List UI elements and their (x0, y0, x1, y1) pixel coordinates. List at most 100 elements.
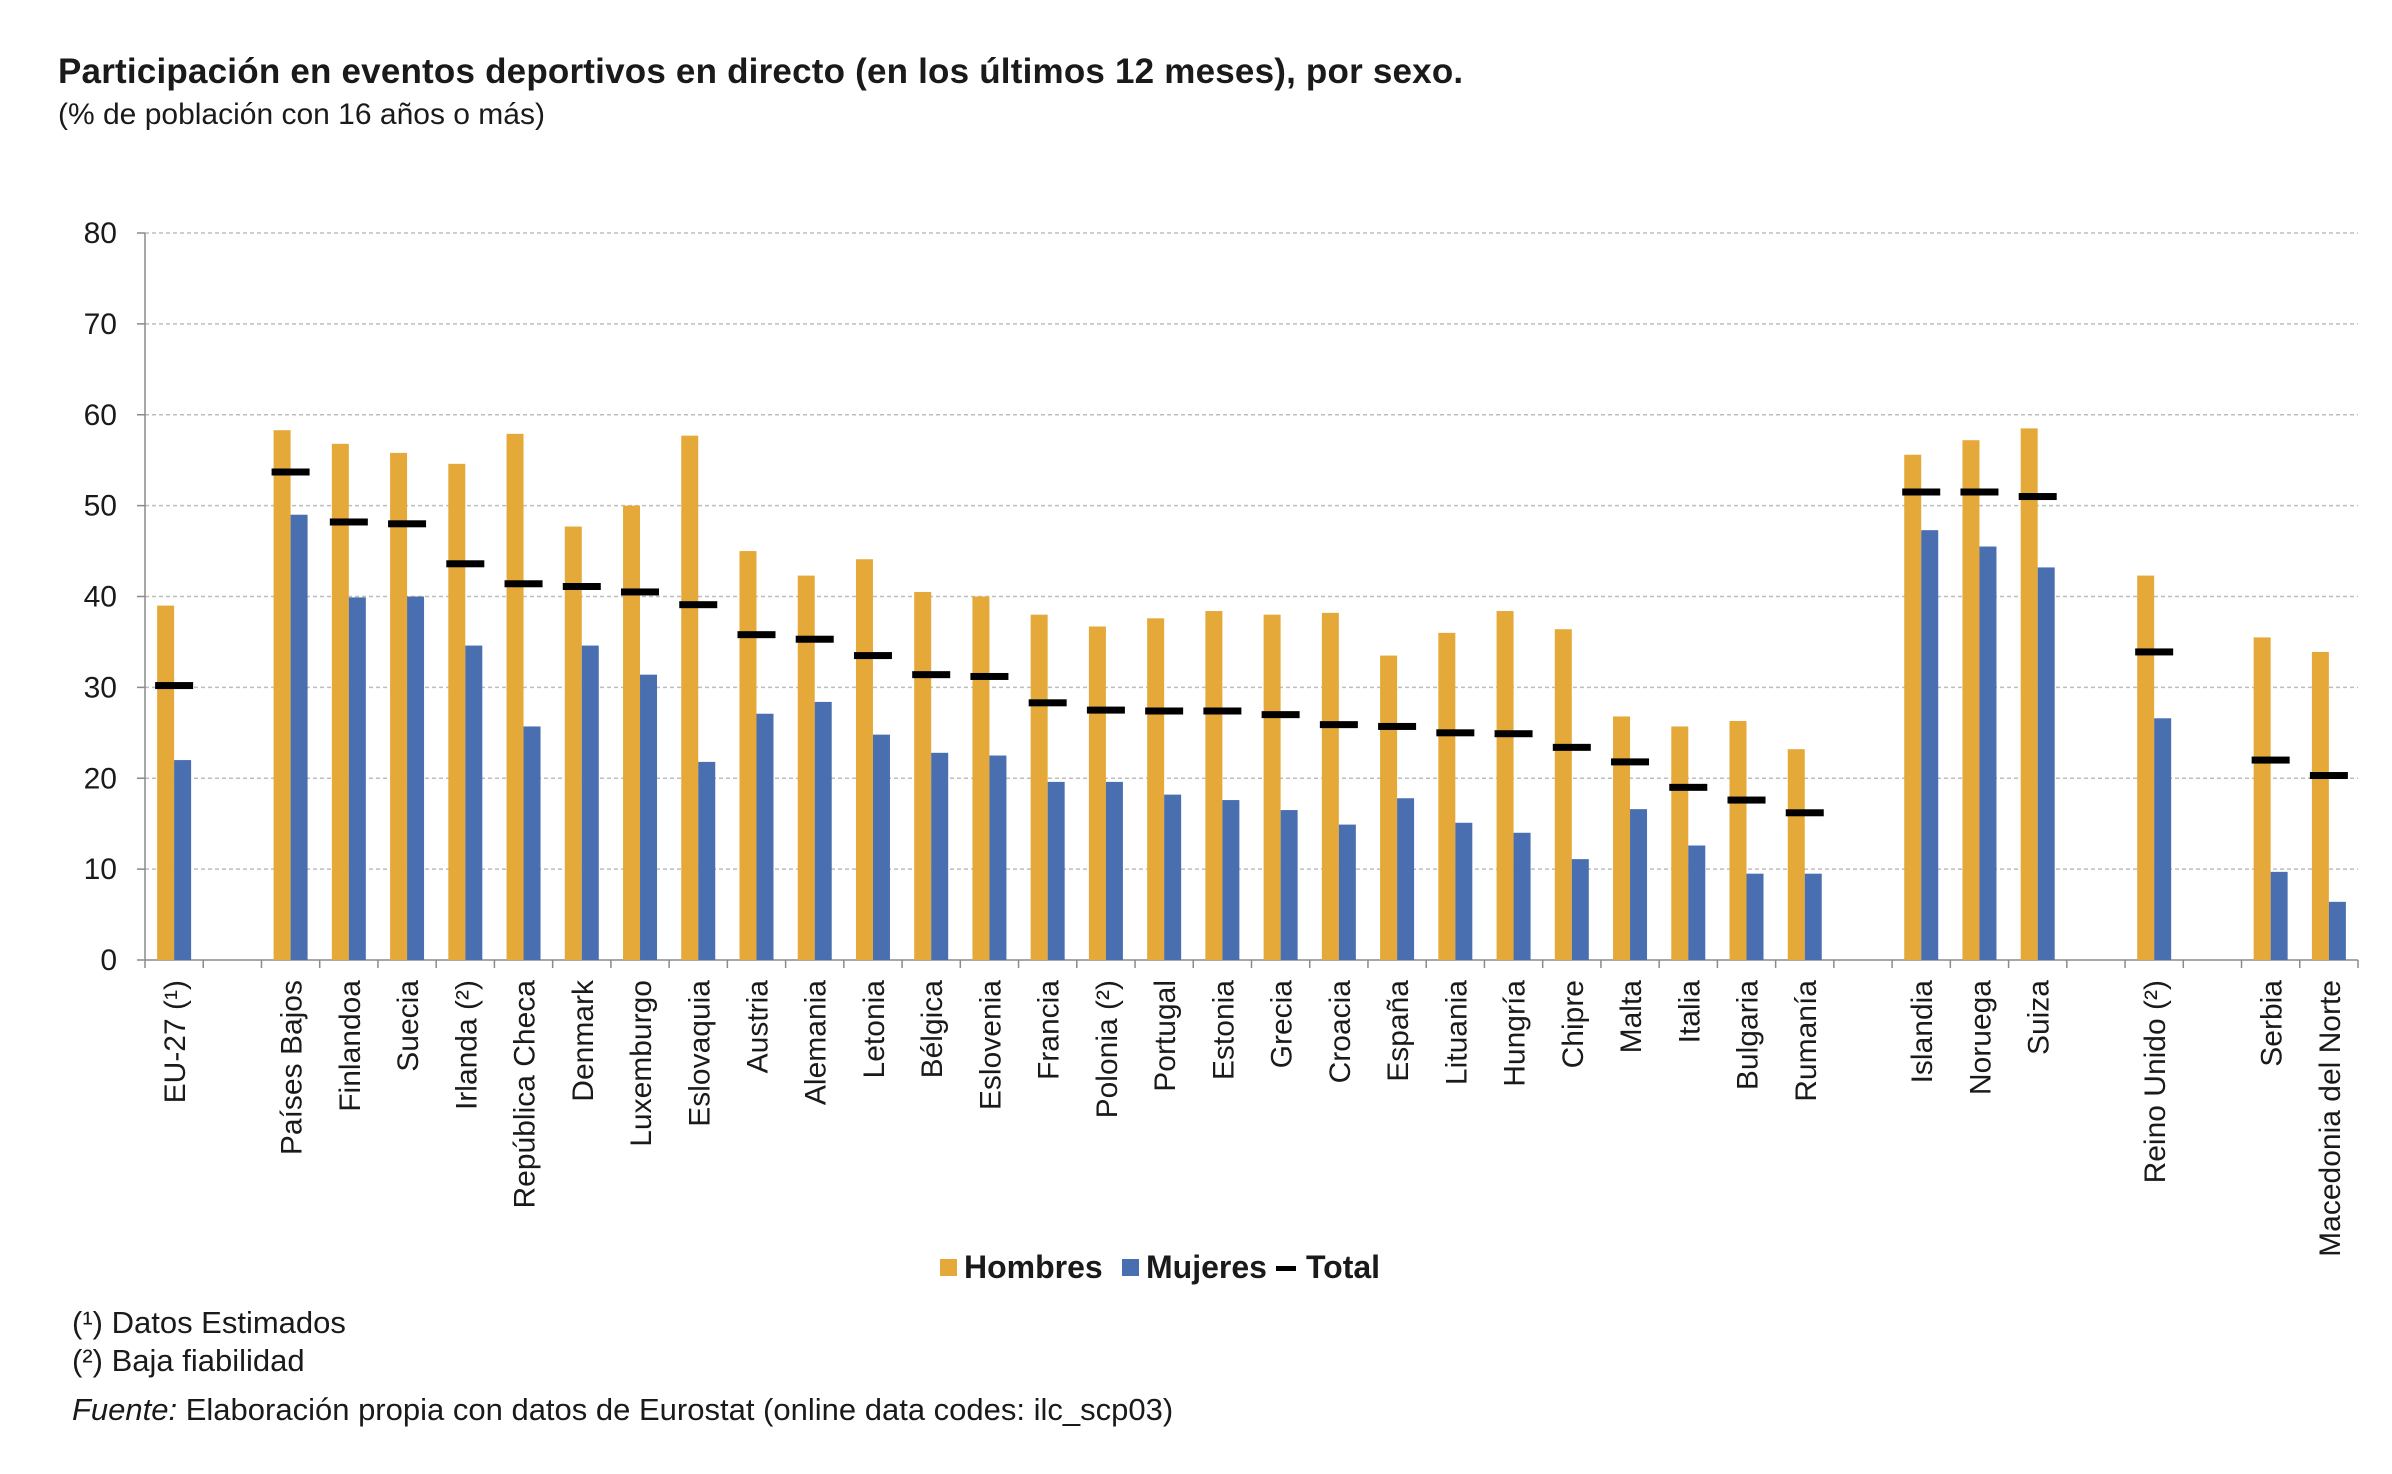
bar-hombres (390, 452, 408, 960)
bar-mujeres (407, 596, 425, 960)
bar-mujeres (698, 761, 716, 960)
marker-total (1611, 758, 1650, 766)
marker-total (271, 468, 310, 476)
category-label: Bulgaria (1732, 980, 1765, 1090)
bar-hombres (1380, 655, 1398, 960)
y-tick-label: 40 (84, 581, 117, 614)
marker-total (504, 580, 543, 588)
bar-hombres (331, 443, 349, 961)
category-label: Portugal (1149, 980, 1182, 1092)
y-tick-label: 10 (84, 853, 117, 886)
y-tick-label: 80 (84, 217, 117, 250)
bar-mujeres (348, 597, 366, 960)
category-label: Suecia (392, 980, 425, 1072)
marker-total (1552, 743, 1591, 751)
legend-swatch-mujeres (1122, 1259, 1139, 1276)
bar-mujeres (1455, 822, 1473, 960)
marker-total (2251, 756, 2290, 764)
category-label: Luxemburgo (625, 980, 658, 1147)
category-label: Austria (741, 980, 774, 1074)
bar-hombres (1263, 614, 1281, 960)
marker-total (737, 631, 776, 639)
category-label: Irlanda (²) (450, 980, 483, 1110)
category-label: Italia (1673, 980, 1706, 1044)
bar-hombres (1613, 716, 1631, 960)
category-label: Lituania (1440, 980, 1473, 1085)
marker-total (1669, 783, 1708, 791)
bar-hombres (1496, 611, 1514, 960)
y-tick-label: 30 (84, 671, 117, 704)
bar-mujeres (1280, 810, 1298, 960)
footnote-low-reliability: (²) Baja fiabilidad (72, 1343, 305, 1378)
bar-hombres (1671, 726, 1689, 960)
bar-mujeres (290, 514, 308, 960)
marker-total (388, 520, 427, 528)
bar-mujeres (465, 645, 483, 960)
category-label: Alemania (800, 980, 833, 1105)
marker-total (2135, 648, 2174, 656)
category-label: Francia (1033, 980, 1066, 1080)
marker-total (1494, 730, 1533, 738)
source-text: Elaboración propia con datos de Eurostat… (177, 1392, 1174, 1427)
footnote-estimated: (¹) Datos Estimados (72, 1305, 346, 1340)
category-label: Países Bajos (276, 980, 309, 1155)
category-label: Malta (1615, 980, 1648, 1054)
footnotes: (¹) Datos Estimados (²) Baja fiabilidad (72, 1304, 346, 1380)
bar-mujeres (1513, 832, 1531, 960)
category-label: Reino Unido (²) (2139, 980, 2172, 1183)
category-label: España (1382, 980, 1415, 1082)
chart-title: Participación en eventos deportivos en d… (58, 52, 1464, 91)
marker-total (1960, 488, 1999, 496)
chart-subtitle: (% de población con 16 años o más) (58, 98, 545, 131)
bar-hombres (1030, 614, 1048, 960)
bar-hombres (1787, 749, 1805, 960)
bar-hombres (273, 430, 291, 961)
marker-total (1086, 706, 1125, 714)
y-tick-label: 20 (84, 762, 117, 795)
marker-total (1902, 488, 1941, 496)
bar-mujeres (581, 645, 599, 960)
bar-mujeres (2154, 718, 2172, 960)
bar-hombres (1904, 454, 1922, 960)
y-tick-label: 70 (84, 308, 117, 341)
category-label: Eslovaquia (683, 980, 716, 1127)
category-label: Denmark (567, 979, 600, 1102)
bar-hombres (972, 596, 990, 960)
bar-mujeres (1571, 859, 1589, 960)
category-label: Suiza (2023, 980, 2056, 1055)
marker-total (1319, 721, 1358, 729)
marker-total (970, 672, 1009, 680)
bar-hombres (1962, 440, 1980, 960)
marker-total (2018, 493, 2057, 501)
marker-total (1436, 729, 1475, 737)
bar-hombres (1088, 626, 1106, 960)
bar-mujeres (1688, 845, 1706, 960)
category-label: Eslovenia (974, 980, 1007, 1110)
marker-total (446, 560, 485, 568)
marker-total (1203, 707, 1242, 715)
marker-total (1028, 699, 1067, 707)
bar-hombres (2020, 428, 2038, 961)
legend-swatch-total (1276, 1266, 1296, 1271)
marker-total (1145, 707, 1184, 715)
bar-mujeres (1397, 798, 1415, 960)
bar-mujeres (1338, 824, 1356, 960)
bar-hombres (739, 551, 757, 960)
category-label: Grecia (1266, 980, 1299, 1069)
category-label: Finlandoa (334, 980, 367, 1112)
marker-total (155, 682, 194, 690)
bar-mujeres (1164, 794, 1182, 960)
category-label: Letonia (858, 980, 891, 1079)
bar-mujeres (931, 752, 949, 960)
category-label: Croacia (1324, 980, 1357, 1084)
marker-total (562, 583, 601, 591)
marker-total (1727, 796, 1766, 804)
bar-hombres (1321, 612, 1339, 960)
bar-hombres (914, 591, 932, 960)
marker-total (2309, 772, 2348, 780)
bar-hombres (1729, 720, 1747, 960)
bar-hombres (2311, 651, 2329, 960)
category-label: Bélgica (916, 980, 949, 1079)
marker-total (1378, 722, 1417, 730)
bar-mujeres (1105, 781, 1123, 960)
